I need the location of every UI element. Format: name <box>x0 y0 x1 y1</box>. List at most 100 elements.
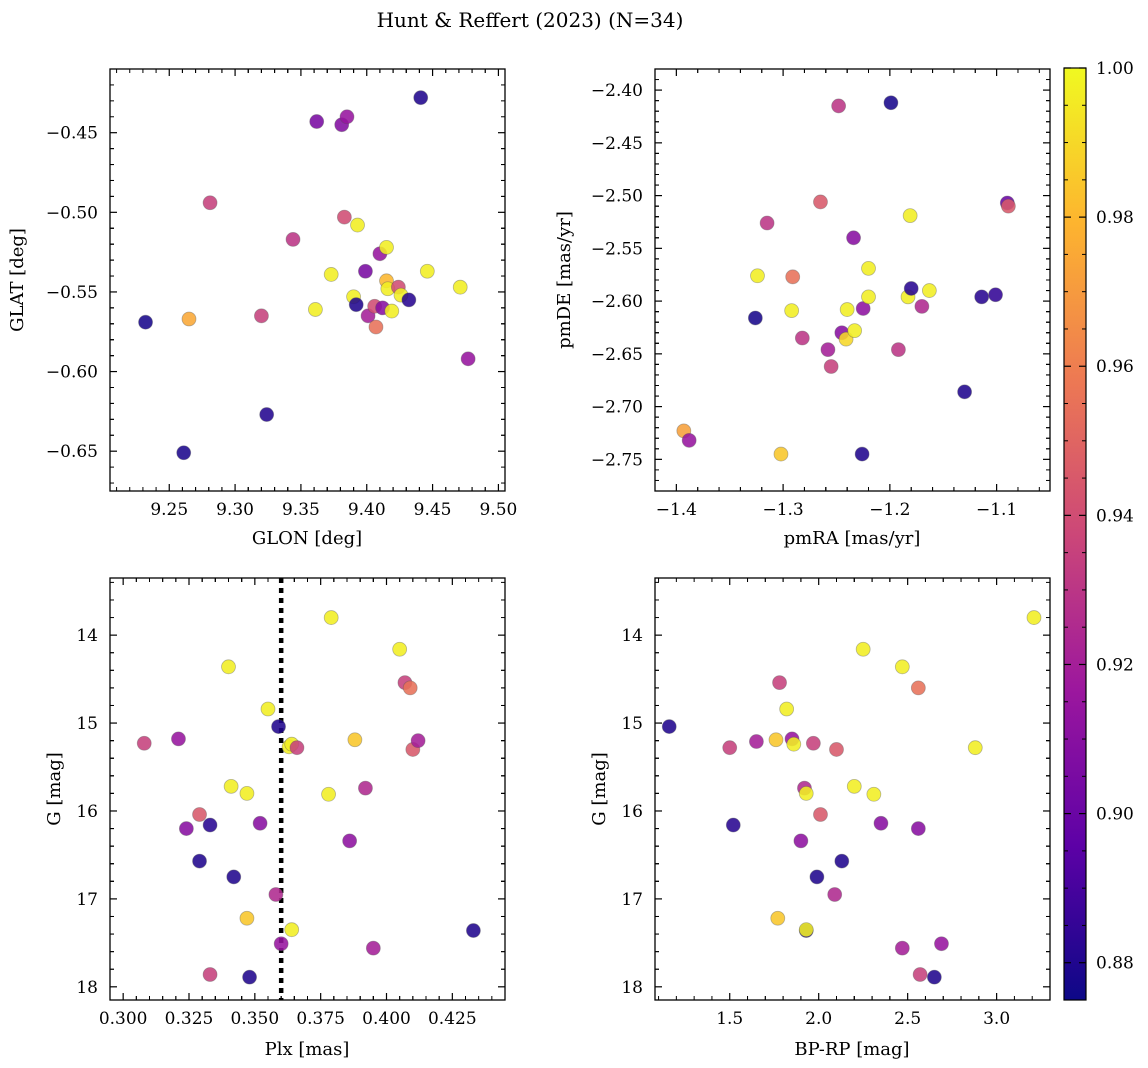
y-tick-label: 14 <box>76 626 98 646</box>
scatter-point <box>910 680 926 696</box>
x-tick-label: 9.40 <box>348 500 386 520</box>
scatter-point <box>839 302 855 317</box>
y-axis-label: G [mag] <box>44 752 65 825</box>
scatter-point <box>759 215 775 231</box>
x-axis-label: GLON [deg] <box>252 528 362 549</box>
panel-ticks: −1.4 −1.3 −1.2 −1.1 −2.75 −2.70 −2.65 −2.60 −2.5… <box>591 68 1050 520</box>
scatter-point <box>934 936 949 952</box>
y-tick-label: 17 <box>76 890 98 910</box>
scatter-point <box>259 407 275 422</box>
colorbar-tick-label: 0.92 <box>1096 655 1134 675</box>
panel-marks <box>676 95 1016 462</box>
panel-marks <box>661 610 1042 985</box>
scatter-point <box>336 209 352 225</box>
y-tick-label: −2.50 <box>591 187 643 207</box>
colorbar-tick-label: 0.96 <box>1096 357 1134 377</box>
x-tick-label: 2.5 <box>894 1009 921 1029</box>
scatter-point <box>854 446 870 462</box>
scatter-point <box>823 359 839 374</box>
colorbar-gradient <box>1063 67 1087 1001</box>
panel-frame <box>654 577 1051 1001</box>
x-tick-label: 2.0 <box>805 1009 832 1029</box>
scatter-point <box>239 910 255 926</box>
scatter-point <box>358 780 373 796</box>
scatter-point <box>260 701 276 717</box>
scatter-point <box>138 314 153 330</box>
scatter-point <box>773 446 789 462</box>
panel-ticks: 1.5 2.0 2.5 3.0 14 15 16 17 18 <box>621 578 1051 1029</box>
scatter-point <box>339 109 355 125</box>
scatter-point <box>846 778 862 794</box>
scatter-point <box>221 659 236 675</box>
scatter-point <box>770 910 786 926</box>
colorbar-tick-label: 1.00 <box>1096 59 1134 79</box>
colorbar-tick-label: 0.90 <box>1096 805 1134 825</box>
scatter-point <box>855 641 871 657</box>
x-tick-label: 0.375 <box>296 1009 345 1029</box>
y-tick-label: 14 <box>621 626 643 646</box>
x-axis-label: Plx [mas] <box>265 1039 350 1060</box>
scatter-point <box>223 778 239 794</box>
y-tick-label: −2.75 <box>591 450 643 470</box>
scatter-point <box>350 217 365 233</box>
scatter-point <box>910 821 926 836</box>
colorbar-tick-label: 0.88 <box>1096 954 1134 974</box>
scatter-point <box>242 969 257 985</box>
scatter-point <box>401 292 417 308</box>
scatter-point <box>861 289 876 305</box>
scatter-point <box>323 267 339 282</box>
y-tick-label: 16 <box>76 802 98 822</box>
scatter-point <box>967 740 983 756</box>
y-tick-label: −0.50 <box>46 203 98 223</box>
x-tick-label: 9.35 <box>282 500 320 520</box>
scatter-point <box>902 208 918 224</box>
scatter-point <box>202 195 218 211</box>
scatter-point <box>794 330 810 346</box>
scatter-point <box>321 786 336 802</box>
scatter-point <box>309 114 325 129</box>
scatter-point <box>379 239 394 255</box>
colorbar-tick-label: 0.94 <box>1096 506 1134 526</box>
scatter-point <box>681 432 697 448</box>
y-tick-label: −0.60 <box>46 363 98 383</box>
scatter-point <box>768 732 784 748</box>
y-axis-label: GLAT [deg] <box>7 228 28 332</box>
panel-bprp-g: 1.5 2.0 2.5 3.0 14 15 16 17 18 BP-RP [mag] G [ma… <box>589 577 1051 1060</box>
scatter-point <box>384 303 400 319</box>
y-tick-label: −0.65 <box>46 442 98 462</box>
scatter-point <box>254 308 269 324</box>
scatter-point <box>921 283 937 298</box>
scatter-point <box>202 817 218 833</box>
x-tick-label: 9.25 <box>150 500 188 520</box>
scatter-point <box>342 833 358 849</box>
y-tick-label: 15 <box>621 714 643 734</box>
scatter-point <box>192 853 207 869</box>
scatter-point <box>894 940 910 956</box>
panel-ticks: 9.25 9.30 9.35 9.40 9.45 9.50 −0.65 −0.60 −0.55 −… <box>46 68 517 520</box>
x-tick-label: 0.350 <box>230 1009 279 1029</box>
panel-frame <box>654 68 1051 492</box>
y-tick-label: −2.65 <box>591 345 643 365</box>
x-tick-label: −1.4 <box>656 500 697 520</box>
x-tick-label: 9.30 <box>216 500 254 520</box>
x-tick-label: −1.1 <box>976 500 1017 520</box>
scatter-point <box>1000 198 1016 214</box>
scatter-point <box>813 194 828 210</box>
scatter-point <box>829 742 844 757</box>
scatter-point <box>347 732 363 748</box>
scatter-point <box>974 289 990 305</box>
scatter-point <box>866 786 882 802</box>
panel-ticks: 0.300 0.325 0.350 0.375 0.400 0.425 14 15 16 17 18 <box>76 578 506 1029</box>
y-tick-label: −2.70 <box>591 398 643 418</box>
x-tick-label: 0.325 <box>165 1009 214 1029</box>
x-tick-label: −1.3 <box>762 500 803 520</box>
scatter-point <box>827 887 843 902</box>
scatter-point <box>273 936 289 952</box>
panel-frame <box>109 577 506 1001</box>
panel-frame <box>109 68 506 492</box>
scatter-point <box>307 302 323 317</box>
y-axis-label: pmDE [mas/yr] <box>554 211 575 349</box>
scatter-point <box>805 735 821 751</box>
scatter-point <box>831 98 847 114</box>
